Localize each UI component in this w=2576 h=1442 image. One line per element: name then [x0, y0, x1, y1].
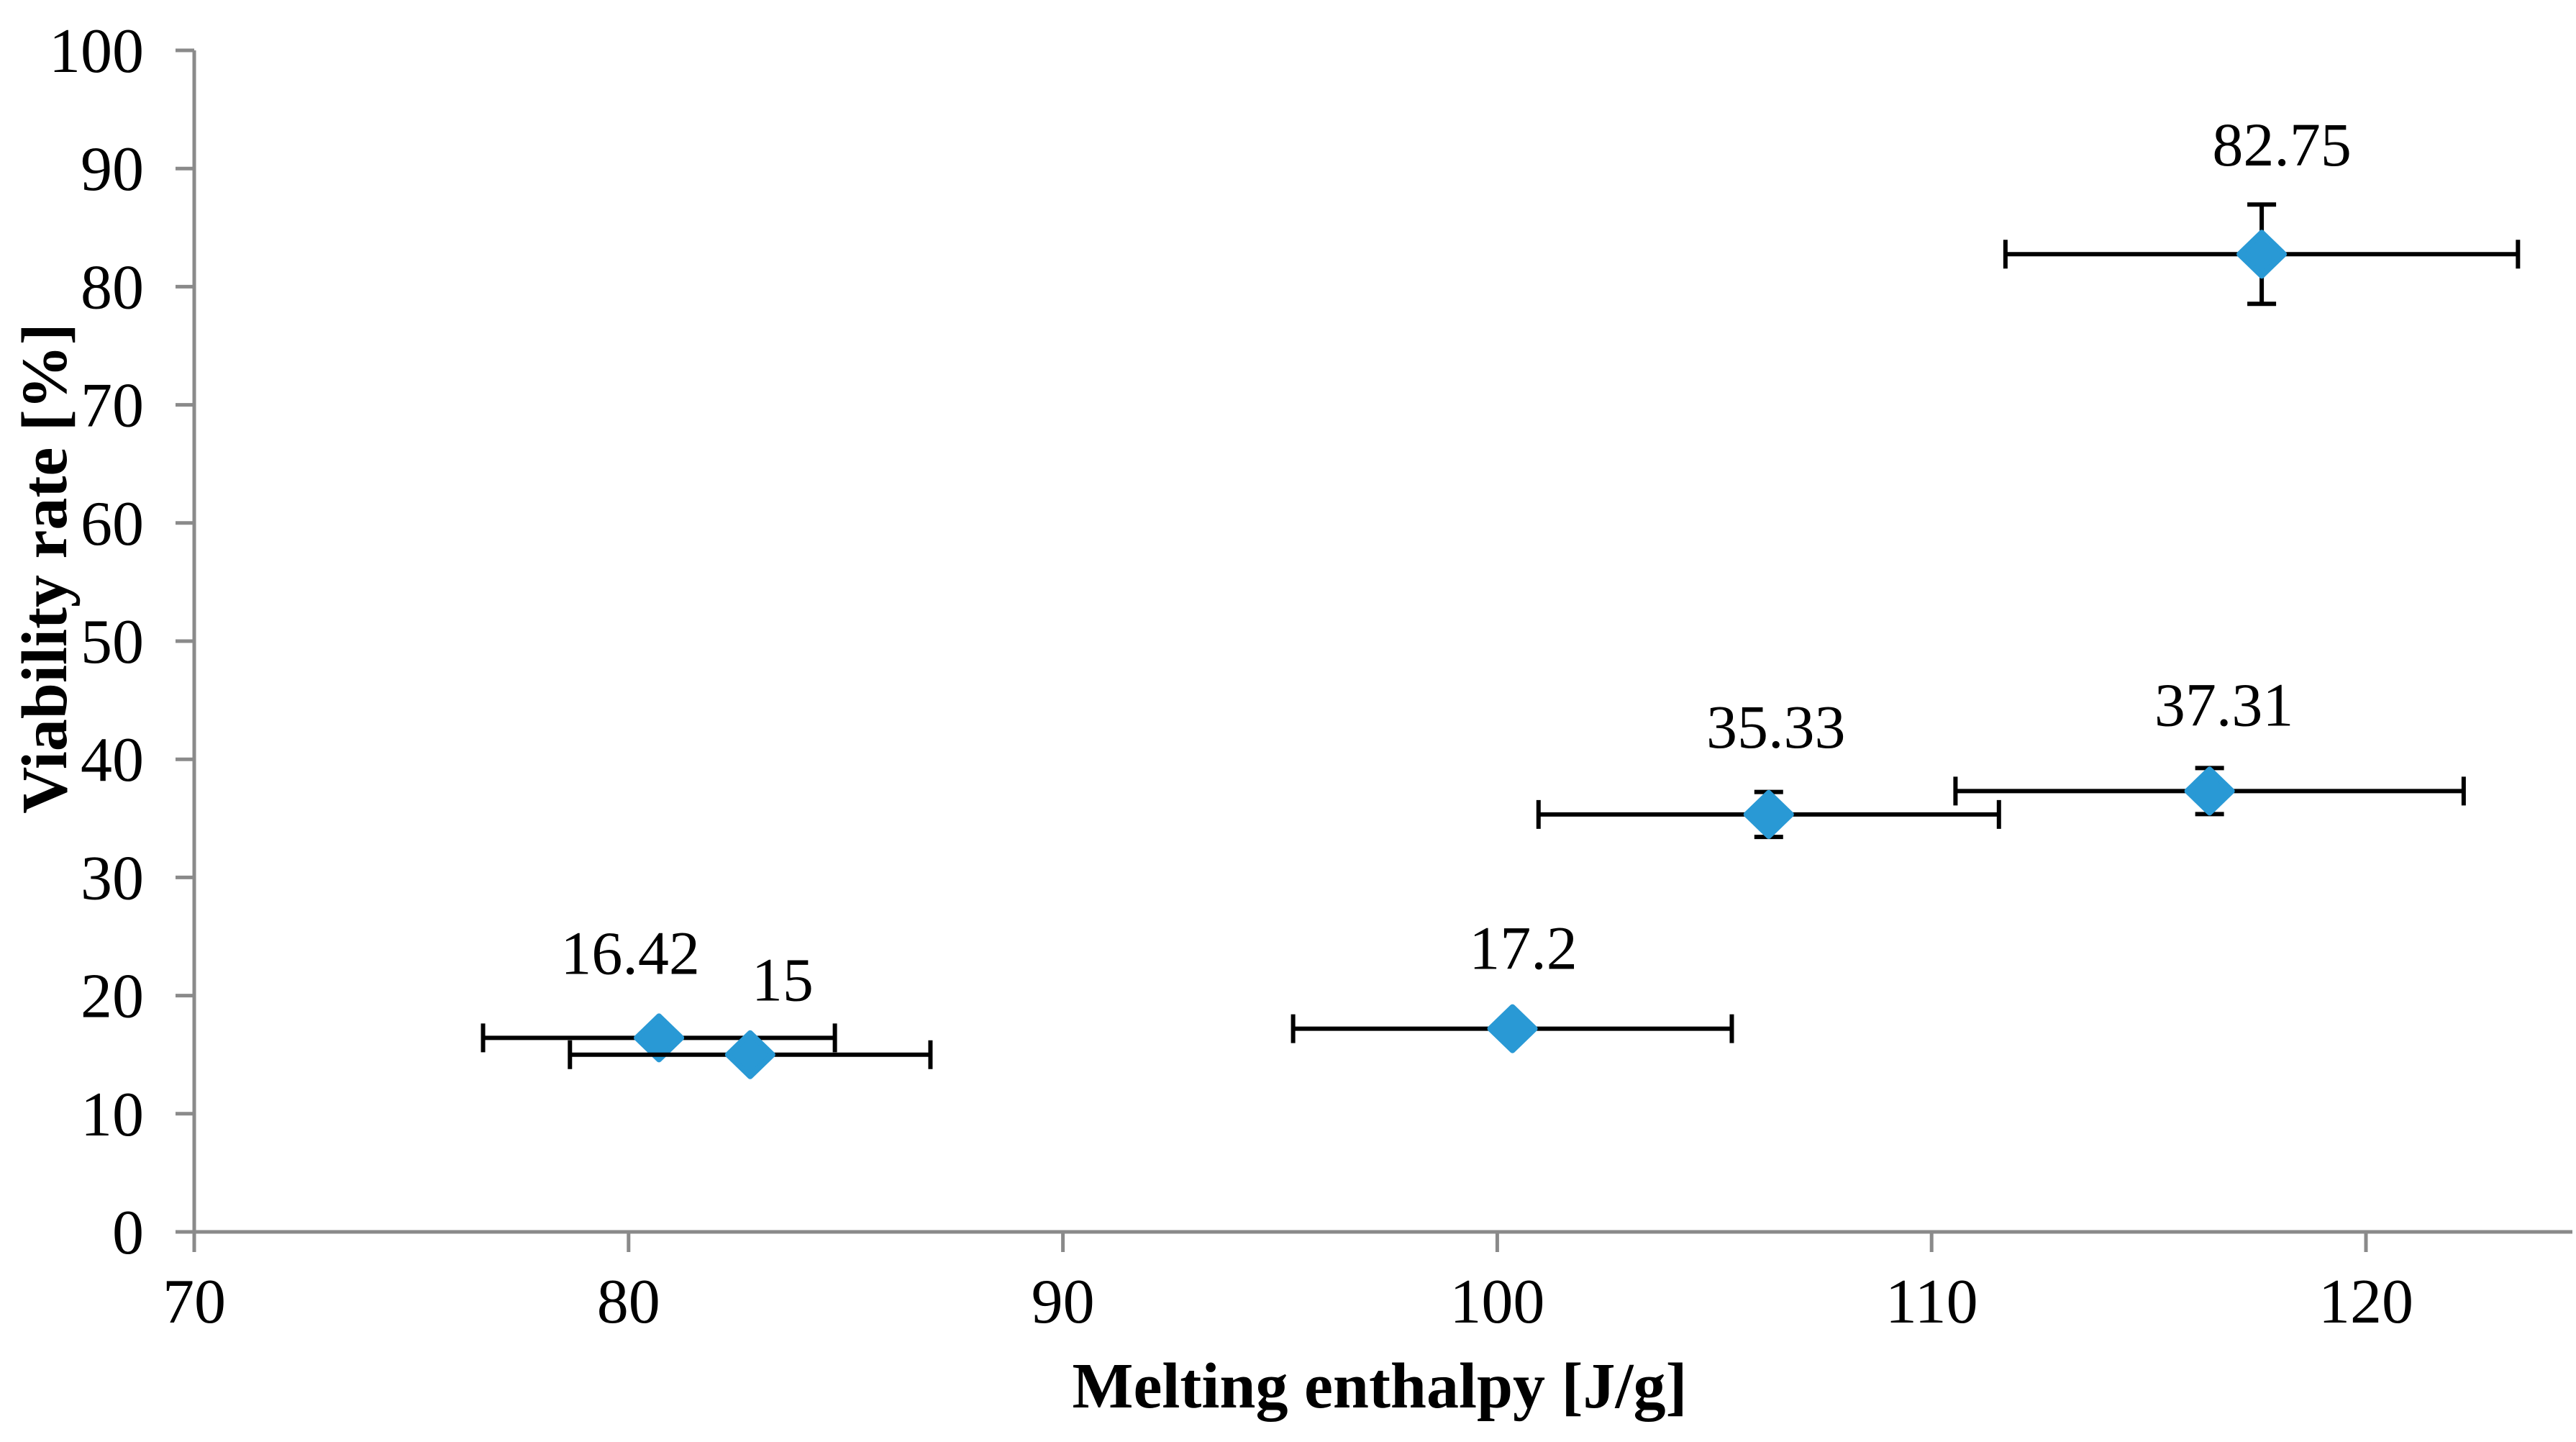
data-point-marker	[2184, 766, 2235, 816]
x-tick-label: 70	[163, 1267, 226, 1337]
data-point-marker	[1743, 789, 1794, 839]
data-point-marker	[634, 1013, 685, 1063]
data-point-label: 37.31	[2154, 670, 2294, 739]
y-tick-label: 10	[81, 1080, 144, 1150]
data-point-marker	[2236, 230, 2288, 279]
data-point-label: 82.75	[2212, 110, 2352, 179]
y-tick-label: 0	[112, 1198, 144, 1268]
y-tick-label: 70	[81, 371, 144, 441]
y-axis-title: Viability rate [%]	[9, 323, 81, 814]
x-tick-label: 90	[1032, 1267, 1095, 1337]
y-tick-label: 20	[81, 962, 144, 1032]
y-tick-label: 90	[81, 135, 144, 204]
data-point-label: 35.33	[1706, 692, 1846, 761]
data-point-label: 16.42	[560, 918, 700, 987]
y-tick-label: 30	[81, 843, 144, 913]
data-point-label: 17.2	[1469, 914, 1578, 983]
x-tick-label: 100	[1449, 1267, 1544, 1337]
x-tick-label: 80	[597, 1267, 660, 1337]
y-tick-label: 40	[81, 725, 144, 795]
y-tick-label: 80	[81, 253, 144, 322]
x-axis-title: Melting enthalpy [J/g]	[1073, 1351, 1688, 1422]
data-point-label: 15	[752, 946, 814, 1015]
y-tick-label: 60	[81, 489, 144, 559]
data-point-marker	[1487, 1004, 1538, 1053]
x-tick-label: 110	[1885, 1267, 1978, 1337]
x-tick-label: 120	[2318, 1267, 2413, 1337]
data-point-marker	[724, 1030, 775, 1079]
y-tick-label: 100	[49, 17, 144, 86]
y-tick-label: 50	[81, 607, 144, 677]
